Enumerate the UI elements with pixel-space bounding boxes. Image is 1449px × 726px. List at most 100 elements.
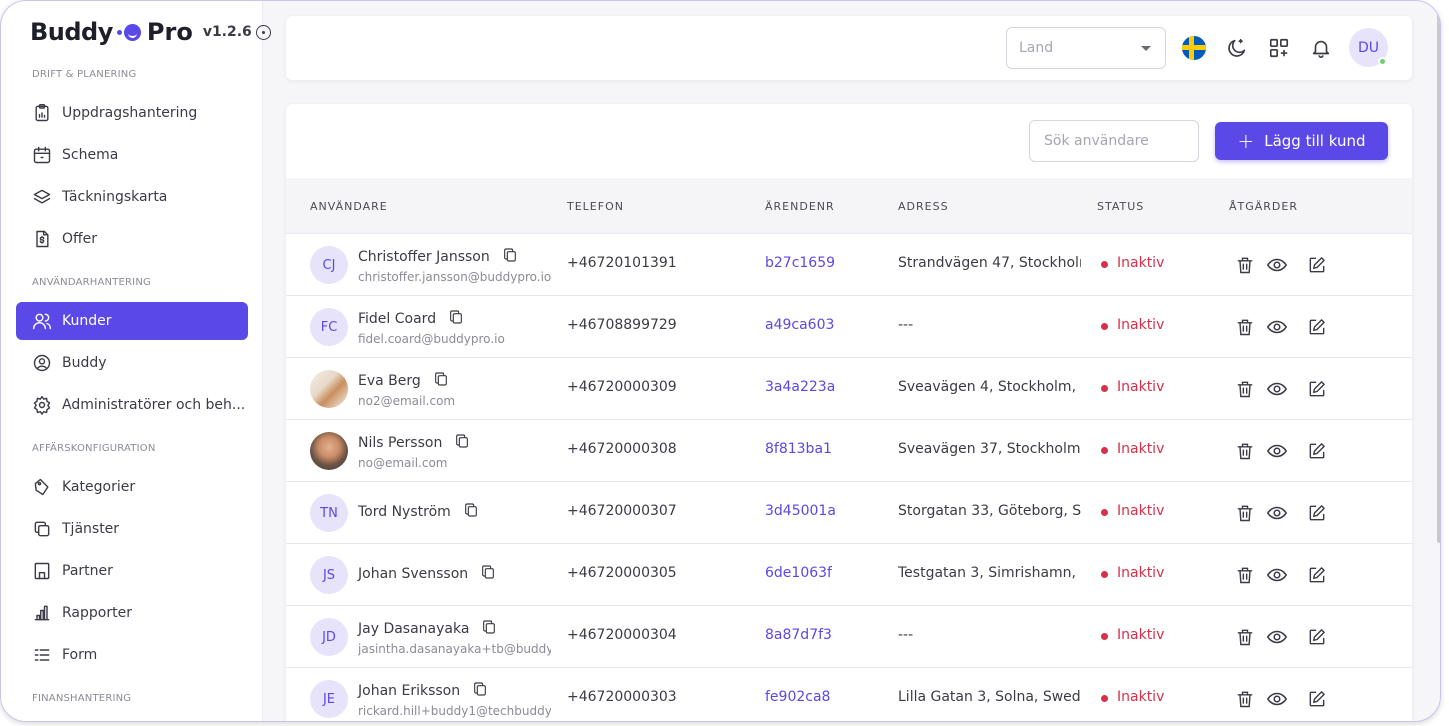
edit-icon[interactable] bbox=[1306, 440, 1328, 462]
customers-card: + Lägg till kund ANVÄNDARE TELEFON ÄREND… bbox=[286, 104, 1412, 721]
arende-link[interactable]: 3a4a223a bbox=[765, 379, 836, 395]
sidebar-item-kunder[interactable]: Kunder bbox=[16, 302, 248, 340]
table-row[interactable]: TN Tord Nyström +46720000307 3d45001a St… bbox=[286, 482, 1412, 544]
user-email: jasintha.dasanayaka+tb@buddypro.io bbox=[358, 642, 551, 656]
header-telefon[interactable]: TELEFON bbox=[567, 200, 624, 213]
moon-icon[interactable] bbox=[1225, 36, 1249, 60]
user-avatar[interactable]: DU bbox=[1349, 28, 1388, 67]
arende-link[interactable]: 3d45001a bbox=[765, 503, 836, 519]
header-status[interactable]: STATUS bbox=[1097, 200, 1145, 213]
edit-icon[interactable] bbox=[1306, 626, 1328, 648]
edit-icon[interactable] bbox=[1306, 564, 1328, 586]
arende-link[interactable]: 6de1063f bbox=[765, 565, 832, 581]
copy-icon[interactable] bbox=[481, 619, 497, 639]
list-icon bbox=[32, 645, 52, 665]
edit-icon[interactable] bbox=[1306, 688, 1328, 710]
avatar: JE bbox=[310, 680, 348, 718]
sidebar-item-form[interactable]: Form bbox=[16, 636, 248, 674]
delete-icon[interactable] bbox=[1234, 378, 1256, 400]
scrollbar[interactable] bbox=[1437, 13, 1440, 543]
phone-cell: +46720000309 bbox=[567, 379, 677, 395]
edit-icon[interactable] bbox=[1306, 316, 1328, 338]
sidebar-item-täckningskarta[interactable]: Täckningskarta bbox=[16, 178, 248, 216]
sidebar-item-tjänster[interactable]: Tjänster bbox=[16, 510, 248, 548]
user-name-text: Tord Nyström bbox=[358, 504, 451, 520]
header-arendenr[interactable]: ÄRENDENR bbox=[765, 200, 835, 213]
sidebar-item-buddy[interactable]: Buddy bbox=[16, 344, 248, 382]
view-icon[interactable] bbox=[1266, 254, 1288, 276]
address-cell: --- bbox=[898, 627, 914, 643]
apps-add-icon[interactable] bbox=[1267, 36, 1291, 60]
users-icon bbox=[32, 311, 52, 331]
delete-icon[interactable] bbox=[1234, 564, 1256, 586]
status-badge: Inaktiv bbox=[1101, 255, 1164, 271]
sidebar-item-kategorier[interactable]: Kategorier bbox=[16, 468, 248, 506]
table-row[interactable]: JE Johan Eriksson rickard.hill+buddy1@te… bbox=[286, 668, 1412, 721]
arende-link[interactable]: b27c1659 bbox=[765, 255, 836, 271]
arende-link[interactable]: 8a87d7f3 bbox=[765, 627, 832, 643]
edit-icon[interactable] bbox=[1306, 378, 1328, 400]
delete-icon[interactable] bbox=[1234, 316, 1256, 338]
view-icon[interactable] bbox=[1266, 316, 1288, 338]
bell-icon[interactable] bbox=[1309, 36, 1333, 60]
user-name: Fidel Coard bbox=[358, 309, 464, 329]
table-row[interactable]: CJ Christoffer Jansson christoffer.janss… bbox=[286, 234, 1412, 296]
avatar-initials: TN bbox=[320, 505, 338, 521]
avatar bbox=[310, 370, 348, 408]
brand-pro: Pro bbox=[146, 18, 193, 46]
user-name-text: Nils Persson bbox=[358, 435, 443, 451]
user-name: Tord Nyström bbox=[358, 502, 479, 522]
copy-icon[interactable] bbox=[433, 371, 449, 391]
sweden-flag-icon[interactable] bbox=[1182, 36, 1206, 60]
view-icon[interactable] bbox=[1266, 564, 1288, 586]
view-icon[interactable] bbox=[1266, 626, 1288, 648]
copy-icon[interactable] bbox=[502, 247, 518, 267]
view-icon[interactable] bbox=[1266, 378, 1288, 400]
brand-logo[interactable]: Buddy Pro v1.2.6 bbox=[30, 17, 271, 47]
arende-link[interactable]: 8f813ba1 bbox=[765, 441, 832, 457]
table-row[interactable]: Nils Persson no@email.com +46720000308 8… bbox=[286, 420, 1412, 482]
edit-icon[interactable] bbox=[1306, 502, 1328, 524]
search-input[interactable] bbox=[1029, 120, 1199, 162]
delete-icon[interactable] bbox=[1234, 254, 1256, 276]
sidebar-item-rapporter[interactable]: Rapporter bbox=[16, 594, 248, 632]
version-info-icon[interactable] bbox=[255, 24, 271, 40]
online-status-dot bbox=[1378, 57, 1387, 66]
sidebar-item-offer[interactable]: Offer bbox=[16, 220, 248, 258]
edit-icon[interactable] bbox=[1306, 254, 1328, 276]
clipboard-icon bbox=[32, 103, 52, 123]
view-icon[interactable] bbox=[1266, 688, 1288, 710]
copy-icon[interactable] bbox=[472, 681, 488, 701]
sidebar-item-uppdragshantering[interactable]: Uppdragshantering bbox=[16, 94, 248, 132]
add-customer-button[interactable]: + Lägg till kund bbox=[1215, 122, 1388, 160]
copy-icon[interactable] bbox=[454, 433, 470, 453]
dollar-document-icon bbox=[32, 229, 52, 249]
land-select[interactable]: Land bbox=[1006, 27, 1166, 69]
table-row[interactable]: Eva Berg no2@email.com +46720000309 3a4a… bbox=[286, 358, 1412, 420]
copy-icon[interactable] bbox=[480, 564, 496, 584]
view-icon[interactable] bbox=[1266, 502, 1288, 524]
table-row[interactable]: JD Jay Dasanayaka jasintha.dasanayaka+tb… bbox=[286, 606, 1412, 668]
header-anvandare[interactable]: ANVÄNDARE bbox=[310, 200, 388, 213]
table-row[interactable]: FC Fidel Coard fidel.coard@buddypro.io +… bbox=[286, 296, 1412, 358]
sidebar-item-administratörer-och-beh[interactable]: Administratörer och beh... bbox=[16, 386, 248, 424]
arende-link[interactable]: a49ca603 bbox=[765, 317, 835, 333]
delete-icon[interactable] bbox=[1234, 626, 1256, 648]
user-email: no2@email.com bbox=[358, 394, 456, 408]
table-row[interactable]: JS Johan Svensson +46720000305 6de1063f … bbox=[286, 544, 1412, 606]
header-adress[interactable]: ADRESS bbox=[898, 200, 949, 213]
delete-icon[interactable] bbox=[1234, 688, 1256, 710]
view-icon[interactable] bbox=[1266, 440, 1288, 462]
status-badge: Inaktiv bbox=[1101, 503, 1164, 519]
user-initials: DU bbox=[1357, 39, 1380, 56]
copy-icon[interactable] bbox=[448, 309, 464, 329]
delete-icon[interactable] bbox=[1234, 440, 1256, 462]
user-email: rickard.hill+buddy1@techbuddy.se bbox=[358, 704, 551, 718]
sidebar-item-partner[interactable]: Partner bbox=[16, 552, 248, 590]
copy-icon[interactable] bbox=[463, 502, 479, 522]
arende-link[interactable]: fe902ca8 bbox=[765, 689, 831, 705]
sidebar-item-schema[interactable]: Schema bbox=[16, 136, 248, 174]
address-cell: Sveavägen 37, Stockholm, bbox=[898, 441, 1081, 457]
sidebar-item-label: Kategorier bbox=[62, 479, 136, 495]
delete-icon[interactable] bbox=[1234, 502, 1256, 524]
